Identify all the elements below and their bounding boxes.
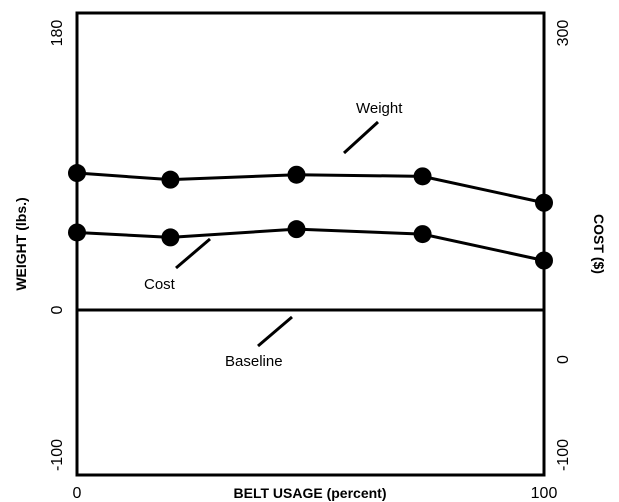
- right-y-axis-title: COST ($): [591, 214, 607, 274]
- x-axis-title: BELT USAGE (percent): [234, 485, 387, 501]
- leader-line-weight: [342, 120, 380, 155]
- cost-point: [161, 228, 180, 247]
- cost-point: [68, 223, 86, 242]
- weight-point: [535, 193, 553, 212]
- weight-line: [76, 171, 545, 205]
- right-y-tick-label-0: 0: [555, 355, 572, 364]
- x-tick-label-0: 0: [73, 485, 82, 502]
- leader-line-baseline: [257, 315, 293, 348]
- weight-point: [413, 167, 432, 186]
- cost-point: [287, 220, 306, 239]
- weight-point: [161, 170, 180, 189]
- left-y-tick-label-0: 0: [49, 305, 66, 314]
- left-y-axis-title: WEIGHT (lbs.): [13, 197, 29, 290]
- leader-line-cost: [175, 237, 211, 270]
- series-layer: [68, 164, 553, 270]
- x-tick-label-100: 100: [531, 485, 558, 502]
- cost-point: [413, 225, 432, 244]
- weight-point: [68, 164, 86, 183]
- left-y-tick-label-180: 180: [49, 20, 66, 47]
- annotation-baseline: Baseline: [225, 353, 283, 370]
- annotation-cost: Cost: [144, 276, 176, 293]
- cost-line: [76, 227, 545, 262]
- right-y-tick-label-300: 300: [555, 20, 572, 47]
- weight-point: [287, 165, 306, 184]
- left-y-tick-label-minus-100: -100: [49, 439, 66, 471]
- annotation-weight: Weight: [356, 100, 403, 117]
- cost-point: [535, 251, 553, 270]
- right-y-tick-label-minus-100: -100: [555, 439, 572, 471]
- plot-frame: [75, 11, 546, 477]
